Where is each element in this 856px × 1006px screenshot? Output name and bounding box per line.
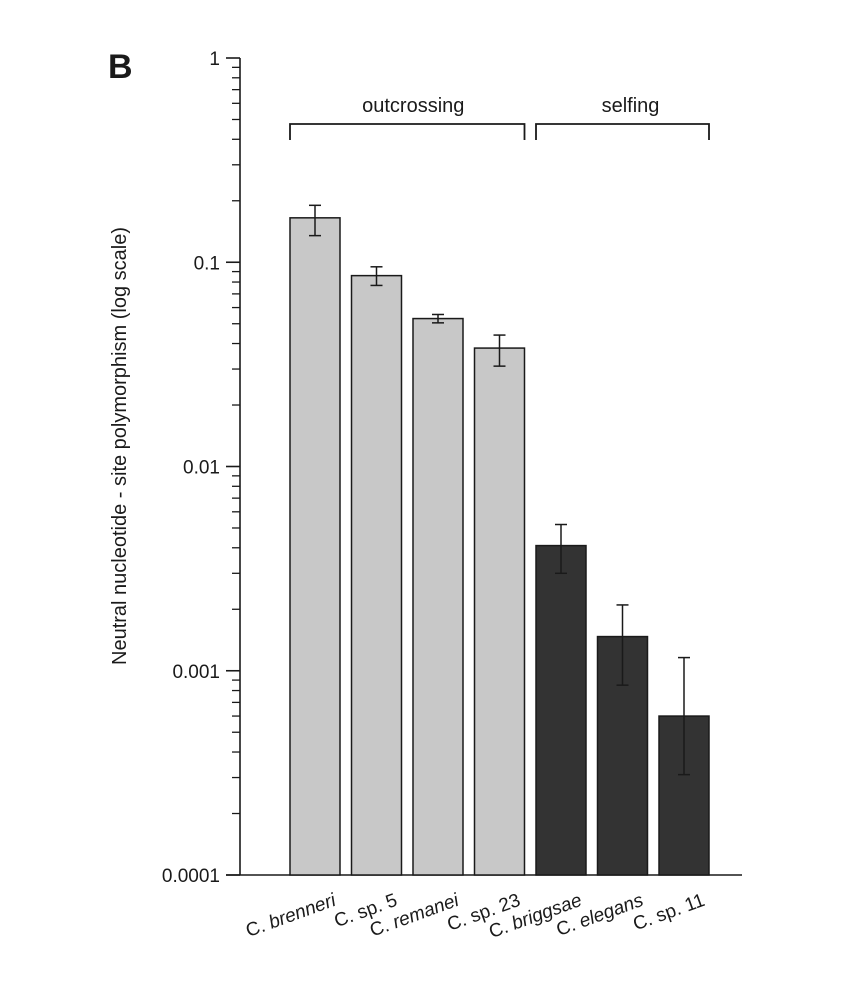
error-bars xyxy=(309,204,690,776)
category-label: C. brenneri xyxy=(243,890,339,942)
category-name: brenneri xyxy=(266,890,339,934)
bar-4 xyxy=(473,347,526,876)
group-label-outcrossing: outcrossing xyxy=(362,95,464,117)
bar-3 xyxy=(412,317,464,876)
group-bracket-selfing xyxy=(535,123,710,140)
y-tick-label: 1 xyxy=(209,49,220,70)
y-tick-label: 0.0001 xyxy=(162,866,220,887)
category-name: sp. 11 xyxy=(653,890,708,927)
bar-2 xyxy=(350,274,403,876)
y-tick-label: 0.001 xyxy=(172,662,220,683)
group-label-selfing: selfing xyxy=(602,95,660,117)
y-axis-title: Neutral nucleotide - site polymorphism (… xyxy=(109,227,131,665)
bar-5 xyxy=(535,544,587,876)
category-label: C. sp. 11 xyxy=(630,890,707,935)
bars xyxy=(289,217,710,876)
group-brackets: outcrossing selfing xyxy=(289,95,710,140)
y-tick-label: 0.01 xyxy=(183,458,220,479)
y-tick-label: 0.1 xyxy=(194,253,220,274)
bar-1 xyxy=(289,217,341,876)
panel-label: B xyxy=(108,48,133,86)
y-axis: 1 0.1 0.01 0.001 0.0001 xyxy=(162,49,241,887)
group-bracket-outcrossing xyxy=(289,123,526,140)
